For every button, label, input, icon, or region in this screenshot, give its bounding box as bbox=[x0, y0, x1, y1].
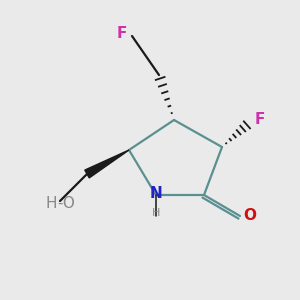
Text: H: H bbox=[46, 196, 57, 211]
Text: -O: -O bbox=[57, 196, 75, 211]
Text: O: O bbox=[243, 208, 256, 224]
Polygon shape bbox=[85, 150, 129, 178]
Text: H: H bbox=[152, 208, 160, 218]
Text: N: N bbox=[150, 186, 162, 201]
Text: F: F bbox=[254, 112, 265, 128]
Text: F: F bbox=[116, 26, 127, 40]
